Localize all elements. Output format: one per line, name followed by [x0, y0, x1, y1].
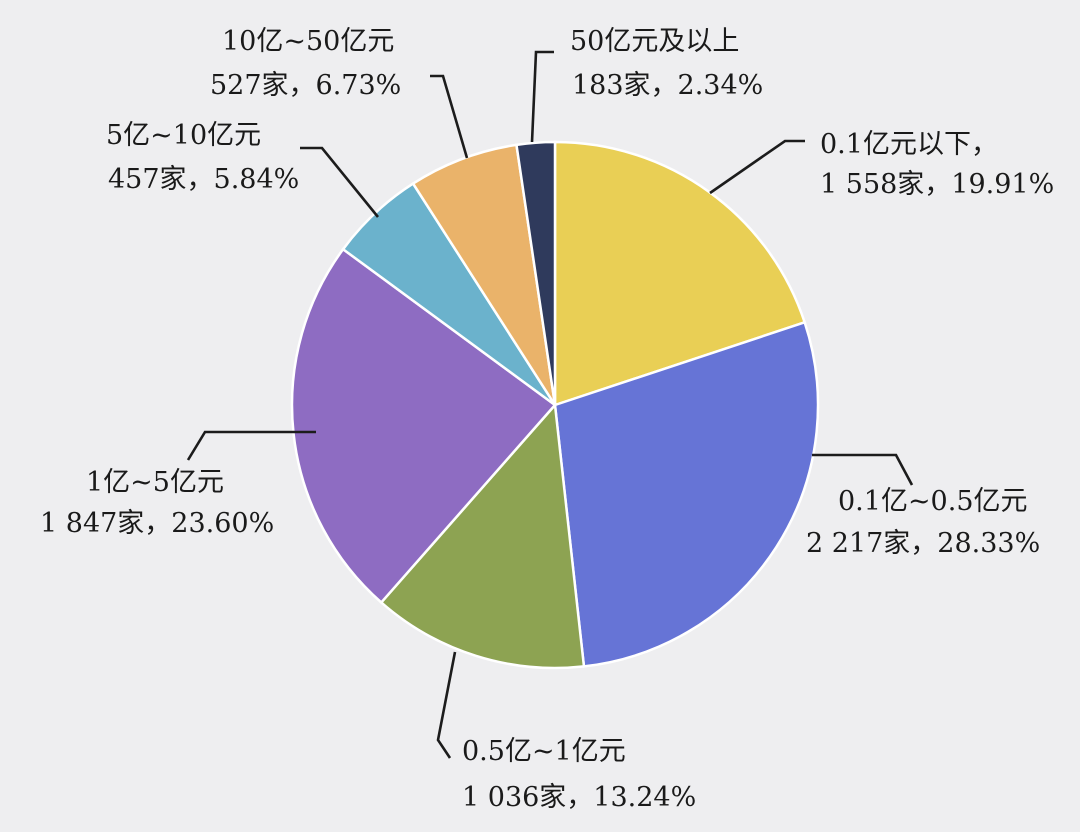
slice-label-value-0-5-to-1: 1 036家，13.24%	[462, 782, 696, 813]
slice-label-value-0-1-below: 1 558家，19.91%	[820, 169, 1054, 200]
slice-label-value-10-to-50: 527家，6.73%	[210, 70, 401, 101]
leader-line-1-to-5	[186, 430, 316, 461]
pie-slice-10-to-50	[411, 143, 557, 406]
leader-line-50-above	[530, 50, 554, 143]
slice-label-value-0-1-to-0-5: 2 217家，28.33%	[806, 528, 1040, 559]
leader-line-0-1-to-0-5	[812, 453, 914, 486]
slice-label-category-1-to-5: 1亿~5亿元	[86, 467, 224, 498]
leader-line-10-to-50	[430, 74, 469, 159]
pie-slice-0-1-below	[553, 140, 807, 407]
slice-label-category-10-to-50: 10亿~50亿元	[222, 26, 394, 57]
slice-label-category-0-1-below: 0.1亿元以下，	[820, 129, 998, 160]
slice-label-category-0-1-to-0-5: 0.1亿~0.5亿元	[838, 486, 1028, 517]
pie-slice-50-above	[515, 140, 557, 406]
slice-label-value-5-to-10: 457家，5.84%	[108, 164, 299, 195]
leader-line-0-1-below	[709, 139, 805, 195]
pie-slice-0-5-to-1	[379, 402, 586, 670]
leader-line-0-5-to-1	[436, 651, 457, 759]
pie-slice-0-1-to-0-5	[553, 320, 820, 668]
leader-line-5-to-10	[300, 146, 380, 218]
slice-label-category-0-5-to-1: 0.5亿~1亿元	[462, 736, 626, 767]
slice-label-value-1-to-5: 1 847家，23.60%	[40, 508, 274, 539]
slice-label-category-5-to-10: 5亿~10亿元	[106, 120, 261, 151]
slice-label-category-50-above: 50亿元及以上	[570, 26, 739, 57]
slice-label-value-50-above: 183家，2.34%	[572, 70, 763, 101]
